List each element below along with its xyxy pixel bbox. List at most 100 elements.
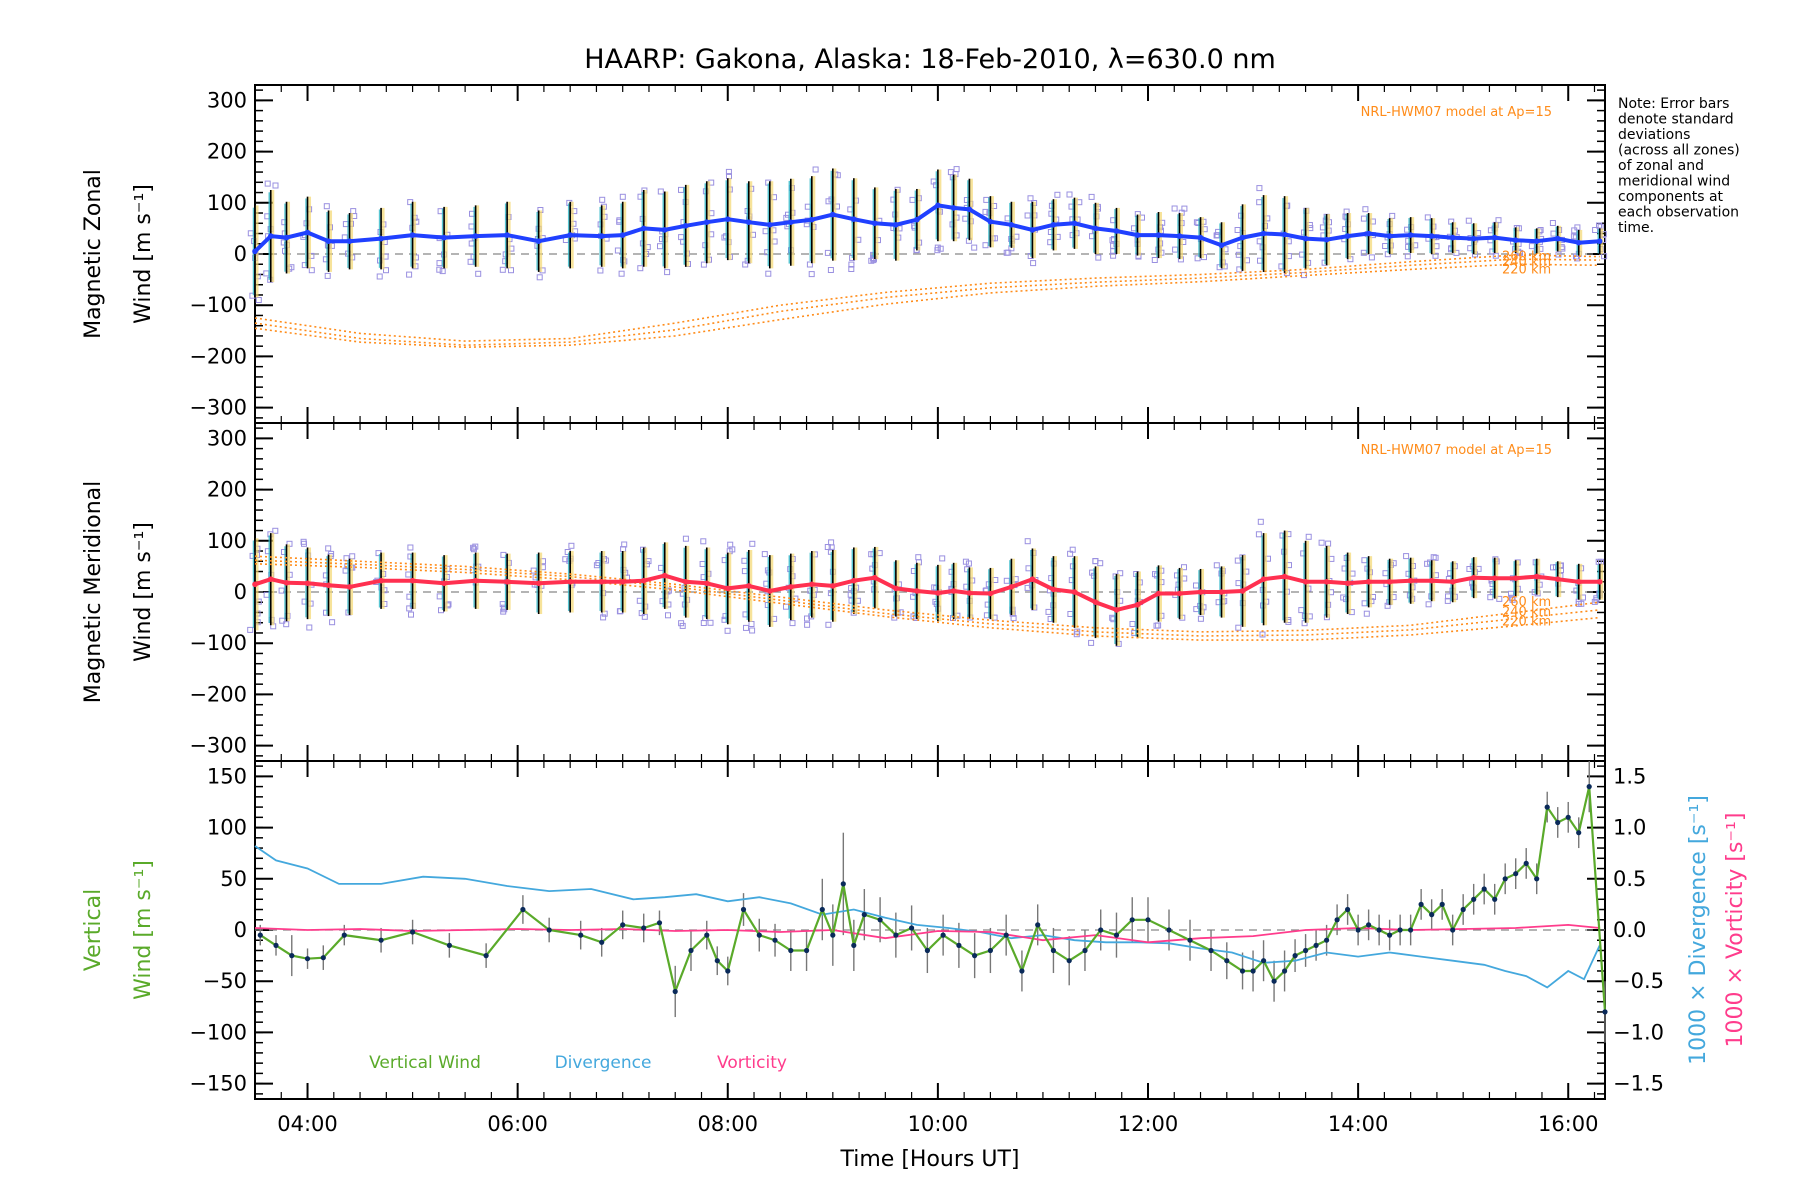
vertical-wind-point xyxy=(1050,947,1056,954)
vertical-wind-point xyxy=(772,937,778,943)
meridional-zone-point xyxy=(263,591,270,598)
zonal-zone-point xyxy=(1574,255,1581,262)
vertical-wind-point xyxy=(656,920,663,926)
zonal-wind-point xyxy=(725,216,731,222)
meridional-zone-point xyxy=(1361,600,1368,607)
meridional-zone-point xyxy=(700,538,707,545)
meridional-wind-point xyxy=(1554,576,1561,582)
zonal-ylabel-line2: Wind [m s⁻¹] xyxy=(131,184,156,324)
meridional-zone-point xyxy=(1088,639,1095,646)
zonal-model-height-label: 240 km xyxy=(1502,255,1551,270)
zonal-wind-point xyxy=(304,229,311,236)
zonal-zone-point xyxy=(536,274,543,281)
meridional-zone-point xyxy=(825,621,832,628)
meridional-wind-point xyxy=(767,588,773,594)
vertical-wind-point xyxy=(1565,814,1571,820)
zonal-zone-point xyxy=(475,270,482,277)
zonal-wind-point xyxy=(1092,225,1099,232)
zonal-zone-point xyxy=(1382,243,1389,249)
zonal-zone-point xyxy=(1181,205,1188,212)
meridional-zone-point xyxy=(727,541,734,548)
vertical-wind-point xyxy=(410,929,416,935)
zonal-ylabel: Magnetic Zonal Wind [m s⁻¹] xyxy=(81,169,156,339)
zonal-wind-point xyxy=(378,235,384,242)
meridional-zone-point xyxy=(1298,607,1305,614)
meridional-zone-point xyxy=(1301,620,1308,627)
vertical-wind-point xyxy=(840,881,846,887)
zonal-zone-point xyxy=(1151,257,1158,263)
vertical-wind-point xyxy=(756,932,762,938)
zonal-wind-point xyxy=(1197,234,1204,241)
x-axis-label: Time [Hours UT] xyxy=(840,1147,1020,1172)
vertical-wind-point xyxy=(378,937,384,943)
zonal-wind-point xyxy=(1428,233,1435,239)
meridional-wind-point xyxy=(1386,579,1393,585)
vertical-wind-point xyxy=(1376,927,1382,933)
vertical-wind-point xyxy=(578,932,584,938)
zonal-zone-point xyxy=(1213,232,1220,239)
meridional-wind-point xyxy=(746,583,752,589)
note-line: of zonal and xyxy=(1618,158,1704,174)
zonal-zone-point xyxy=(255,297,262,303)
zonal-wind-point xyxy=(1407,232,1414,238)
zonal-zone-point xyxy=(406,271,413,278)
zonal-wind-point xyxy=(1134,232,1141,238)
legend-vorticity: Vorticity xyxy=(717,1053,787,1073)
zonal-wind-point xyxy=(535,238,542,244)
zonal-zone-point xyxy=(614,247,621,254)
vertical-wind-point xyxy=(1397,927,1403,933)
vertical-wind-point xyxy=(1282,968,1288,974)
meridional-model-curve xyxy=(254,559,1600,637)
meridional-zone-point xyxy=(1487,594,1494,601)
vertical-wind-point xyxy=(830,932,836,938)
meridional-zone-point xyxy=(1318,539,1325,546)
meridional-zone-point xyxy=(1235,624,1242,631)
zonal-zone-point xyxy=(982,242,989,249)
meridional-wind-point xyxy=(1407,577,1414,584)
vertical-wind-point xyxy=(1602,1009,1608,1015)
vertical-right-tick-label: 1.0 xyxy=(1613,816,1646,840)
zonal-model-curve xyxy=(254,258,1600,347)
meridional-wind-point xyxy=(252,581,258,588)
meridional-wind-point xyxy=(1281,573,1288,580)
meridional-zone-point xyxy=(1325,540,1332,547)
note-line: time. xyxy=(1618,220,1654,236)
zonal-zone-point xyxy=(1495,217,1502,224)
vertical-wind-point xyxy=(1555,819,1561,826)
zonal-zone-point xyxy=(808,271,815,278)
vertical-wind-point xyxy=(851,942,857,949)
meridional-zone-point xyxy=(272,527,279,534)
vertical-wind-point xyxy=(1019,968,1025,974)
zonal-wind-point xyxy=(1470,235,1477,242)
vertical-wind-point xyxy=(1250,968,1256,974)
meridional-zone-point xyxy=(247,626,254,633)
zonal-zone-point xyxy=(848,266,855,272)
meridional-zone-point xyxy=(699,561,706,567)
zonal-y-tick-label: −300 xyxy=(189,396,247,420)
meridional-wind-point xyxy=(809,581,815,588)
meridional-wind-point xyxy=(1218,589,1225,595)
vertical-wind-point xyxy=(672,988,678,995)
meridional-wind-point xyxy=(661,572,668,579)
meridional-y-tick-label: 100 xyxy=(207,529,247,553)
meridional-wind-point xyxy=(788,584,794,590)
zonal-zone-point xyxy=(1601,253,1608,260)
meridional-zone-point xyxy=(761,551,768,558)
meridional-wind-point xyxy=(1176,590,1183,597)
meridional-ylabel: Magnetic Meridional Wind [m s⁻¹] xyxy=(81,481,156,703)
vertical-wind-point xyxy=(819,906,825,913)
meridional-zone-point xyxy=(1045,608,1052,615)
zonal-zone-point xyxy=(350,208,357,215)
zonal-zone-point xyxy=(678,186,684,193)
meridional-zone-point xyxy=(1097,560,1104,567)
meridional-zone-point xyxy=(789,620,796,627)
vertical-wind-point xyxy=(446,942,452,949)
zonal-zone-point xyxy=(1550,230,1557,237)
meridional-zone-point xyxy=(682,535,689,542)
meridional-y-tick-label: 0 xyxy=(234,580,247,604)
meridional-wind-point xyxy=(1197,589,1204,595)
vertical-ylabel: Vertical Wind [m s⁻¹] xyxy=(81,860,156,1000)
zonal-zone-point xyxy=(762,228,769,235)
meridional-wind-point xyxy=(914,588,920,594)
